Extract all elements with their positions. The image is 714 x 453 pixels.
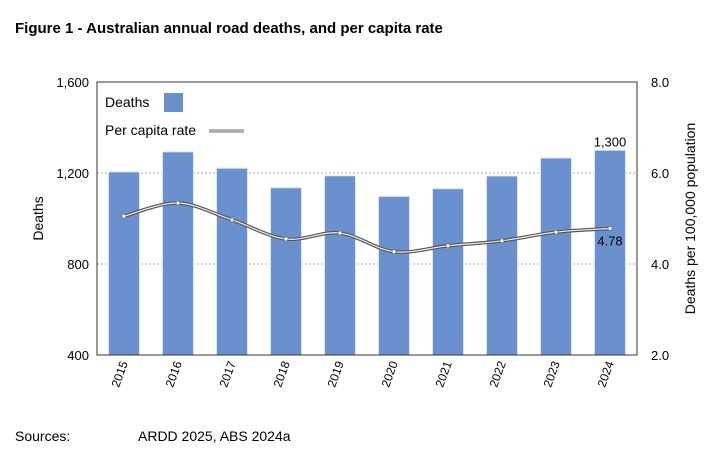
sources-label: Sources: <box>15 428 71 444</box>
x-tick-label: 2020 <box>379 359 401 389</box>
y-tick-label: 1,200 <box>56 166 89 181</box>
rate-line-inner <box>123 202 611 253</box>
y-tick-label: 800 <box>67 257 89 272</box>
rate-point-2021 <box>445 243 451 249</box>
line-data-label: 4.78 <box>597 234 622 249</box>
y2-tick-label: 4.0 <box>651 257 669 272</box>
x-tick-label: 2016 <box>163 359 185 389</box>
rate-point-2020 <box>391 249 397 255</box>
x-tick-label: 2018 <box>271 359 293 389</box>
bar-2021 <box>432 188 464 356</box>
y2-tick-label: 8.0 <box>651 75 669 90</box>
bar-2024 <box>594 149 626 356</box>
y-tick-label: 1,600 <box>56 75 89 90</box>
y2-axis-label: Deaths per 100,000 population <box>682 123 698 314</box>
bar-2016 <box>162 151 194 356</box>
bar-2015 <box>108 171 140 356</box>
x-tick-label: 2024 <box>595 359 617 389</box>
figure-title: Figure 1 - Australian annual road deaths… <box>15 20 443 37</box>
rate-point-2023 <box>553 229 559 235</box>
bar-2017 <box>216 167 248 356</box>
bar-2018 <box>270 187 302 356</box>
rate-point-2019 <box>337 230 343 236</box>
legend-label-rate: Per capita rate <box>105 122 196 138</box>
y2-tick-label: 2.0 <box>651 348 669 363</box>
bar-2019 <box>324 175 356 356</box>
bar-2022 <box>486 175 518 356</box>
sources-text: ARDD 2025, ABS 2024a <box>138 428 291 444</box>
rate-point-2022 <box>499 238 505 244</box>
bar-data-label: 1,300 <box>594 134 627 149</box>
rate-point-2017 <box>229 217 235 223</box>
rate-point-2015 <box>121 213 127 219</box>
x-tick-label: 2019 <box>325 359 347 389</box>
y2-tick-label: 6.0 <box>651 166 669 181</box>
y-axis-label: Deaths <box>30 196 46 240</box>
x-tick-label: 2023 <box>541 359 563 389</box>
legend-swatch-deaths <box>164 93 183 112</box>
rate-point-2016 <box>175 200 181 206</box>
bar-2020 <box>378 195 410 356</box>
x-tick-label: 2022 <box>487 359 509 389</box>
x-tick-label: 2015 <box>109 359 131 389</box>
bar-2023 <box>540 157 572 356</box>
x-tick-label: 2021 <box>433 359 455 389</box>
x-tick-label: 2017 <box>217 359 239 389</box>
rate-point-2018 <box>283 236 289 242</box>
rate-point-2024 <box>607 226 613 231</box>
legend-label-deaths: Deaths <box>105 94 149 110</box>
rate-line-outer <box>123 201 611 254</box>
plot-frame <box>96 81 638 356</box>
y-tick-label: 400 <box>67 348 89 363</box>
